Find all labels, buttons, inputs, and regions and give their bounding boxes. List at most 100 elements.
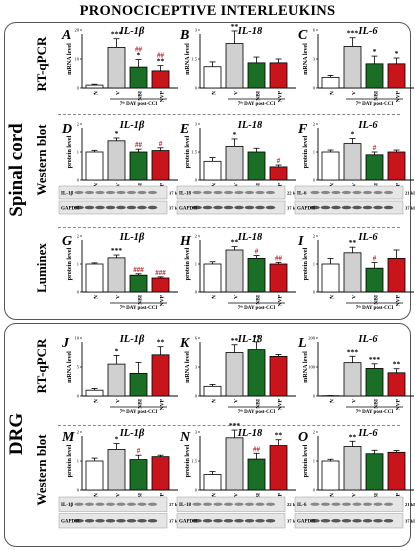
category-label: N xyxy=(93,91,99,95)
blot-label: IL-6 xyxy=(297,191,307,196)
blot-band-gapdh xyxy=(320,518,331,523)
blot-band-gapdh xyxy=(362,518,373,523)
blot-band xyxy=(137,190,147,195)
blot-kda: 22 kDa xyxy=(287,190,302,195)
bar-v xyxy=(107,257,126,293)
blot-band xyxy=(244,502,255,506)
blot-band-gapdh xyxy=(265,518,276,523)
category-label: V xyxy=(233,493,239,497)
section-divider xyxy=(58,114,400,115)
naive-dash-label: - xyxy=(329,293,332,301)
significance-marker-vs-v: ### xyxy=(155,269,166,277)
blot-band-gapdh xyxy=(362,205,373,210)
category-label: V xyxy=(233,399,239,403)
blot-band xyxy=(352,190,362,195)
blot-band xyxy=(126,190,137,195)
category-label: V xyxy=(351,183,357,187)
blot-band xyxy=(383,190,394,195)
bar-n xyxy=(203,385,222,397)
naive-dash-label: - xyxy=(93,89,96,97)
panel-title: IL-18 xyxy=(237,334,263,345)
y-axis-label: protein level xyxy=(184,135,191,168)
category-label: V xyxy=(115,399,121,403)
category-label: NBI xyxy=(255,295,261,305)
significance-marker: ** xyxy=(393,360,401,369)
significance-marker: ** xyxy=(157,57,165,66)
blot-band xyxy=(320,502,331,506)
bar-nvp xyxy=(269,355,288,397)
blot-band xyxy=(310,502,320,506)
category-label: V xyxy=(115,295,121,299)
blot-band-gapdh xyxy=(137,518,147,523)
bar-nbi xyxy=(365,154,384,181)
bar-n xyxy=(85,389,104,397)
blot-band xyxy=(362,190,373,195)
x-axis-label: 7ᵗʰ DAY post-CCI xyxy=(238,409,276,415)
category-label: N xyxy=(211,295,217,299)
category-label: NBI xyxy=(255,91,261,101)
panel-title: IL-18 xyxy=(237,26,263,37)
significance-marker: * xyxy=(351,130,355,139)
y-tick-label: 2 xyxy=(313,234,315,239)
y-tick-label: 1 xyxy=(313,150,315,155)
blot-band xyxy=(265,502,276,506)
category-label: V xyxy=(351,399,357,403)
category-label: N xyxy=(93,183,99,187)
blot-band-gapdh xyxy=(84,205,95,210)
blot-label: IL-6 xyxy=(297,503,307,508)
y-axis-label: protein level xyxy=(302,135,309,168)
bar-v xyxy=(107,448,126,491)
blot-label: GAPDH xyxy=(179,206,197,211)
bar-nbi xyxy=(129,459,148,491)
blot-kda: 37 kDa xyxy=(287,519,302,524)
bar-nvp xyxy=(151,456,170,491)
significance-marker-vs-v: ## xyxy=(253,445,261,453)
naive-dash-label: - xyxy=(93,181,96,189)
blot-band-gapdh xyxy=(331,518,341,523)
significance-marker-vs-v: # xyxy=(255,248,259,256)
y-tick-label: 1 xyxy=(195,262,197,267)
blot-band xyxy=(202,190,213,195)
blot-band-gapdh xyxy=(192,205,202,210)
bar-nvp xyxy=(269,445,288,491)
significance-marker-vs-v: # xyxy=(137,447,141,455)
section-divider xyxy=(58,425,400,426)
blot-band-gapdh xyxy=(244,205,255,210)
category-label: NBI xyxy=(373,295,379,305)
panel-letter: E xyxy=(179,122,189,137)
significance-marker-vs-v: # xyxy=(373,144,377,152)
x-axis-label: 7ᵗʰ DAY post-CCI xyxy=(120,305,158,311)
y-tick-label: 0 xyxy=(195,488,198,493)
y-tick-label: 6 xyxy=(313,28,316,33)
significance-marker: ** xyxy=(231,336,239,345)
bar-nbi xyxy=(247,151,266,181)
x-axis-label: 7ᵗʰ DAY post-CCI xyxy=(356,305,394,311)
bar-nvp xyxy=(151,150,170,181)
significance-marker: *** xyxy=(347,29,359,38)
blot-band-gapdh xyxy=(223,518,234,523)
panel-title: IL-6 xyxy=(357,120,378,131)
blot-kda: 37 kDa xyxy=(287,205,302,210)
blot-label: IL-18 xyxy=(179,191,191,196)
significance-marker: * xyxy=(115,129,119,138)
naive-dash-label: - xyxy=(93,397,96,405)
panel-title: IL-18 xyxy=(237,232,263,243)
significance-marker: *** xyxy=(229,421,241,430)
blot-band xyxy=(234,190,244,195)
blot-band xyxy=(373,502,383,506)
bar-nbi xyxy=(365,63,384,89)
y-tick-label: 1.5 xyxy=(191,57,197,62)
bar-n xyxy=(203,160,222,181)
bar-v xyxy=(225,352,244,397)
blot-kda: 37 kDa xyxy=(405,205,415,210)
bar-nvp xyxy=(151,70,170,89)
category-label: NBI xyxy=(137,399,143,409)
naive-dash-label: - xyxy=(329,397,332,405)
panel-title: IL-1β xyxy=(119,232,145,243)
blot-band-gapdh xyxy=(352,518,362,523)
category-label: NVP xyxy=(159,398,165,410)
blot-band-gapdh xyxy=(137,205,147,210)
blot-band-gapdh xyxy=(383,518,394,523)
bar-v xyxy=(343,143,362,181)
category-label: N xyxy=(93,295,99,299)
